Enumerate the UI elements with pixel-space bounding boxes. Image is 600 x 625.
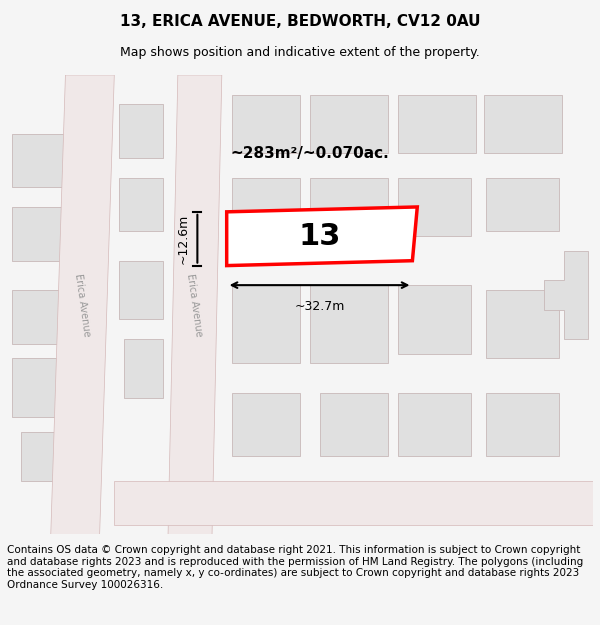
FancyBboxPatch shape xyxy=(398,392,471,456)
Polygon shape xyxy=(544,251,589,339)
FancyBboxPatch shape xyxy=(398,177,471,236)
FancyBboxPatch shape xyxy=(11,359,65,417)
FancyBboxPatch shape xyxy=(232,392,300,456)
Polygon shape xyxy=(114,481,593,524)
Text: Erica Avenue: Erica Avenue xyxy=(73,272,91,337)
FancyBboxPatch shape xyxy=(484,94,562,153)
FancyBboxPatch shape xyxy=(486,290,559,359)
FancyBboxPatch shape xyxy=(11,290,65,344)
FancyBboxPatch shape xyxy=(232,285,300,363)
FancyBboxPatch shape xyxy=(119,177,163,231)
Text: Map shows position and indicative extent of the property.: Map shows position and indicative extent… xyxy=(120,46,480,59)
FancyBboxPatch shape xyxy=(232,94,300,153)
Polygon shape xyxy=(168,75,222,534)
FancyBboxPatch shape xyxy=(310,94,388,153)
Text: Contains OS data © Crown copyright and database right 2021. This information is : Contains OS data © Crown copyright and d… xyxy=(7,545,583,590)
FancyBboxPatch shape xyxy=(22,432,70,481)
FancyBboxPatch shape xyxy=(320,392,388,456)
FancyBboxPatch shape xyxy=(119,261,163,319)
FancyBboxPatch shape xyxy=(232,177,300,246)
Polygon shape xyxy=(51,75,114,534)
FancyBboxPatch shape xyxy=(11,134,75,188)
FancyBboxPatch shape xyxy=(486,392,559,456)
Text: 13, ERICA AVENUE, BEDWORTH, CV12 0AU: 13, ERICA AVENUE, BEDWORTH, CV12 0AU xyxy=(120,14,480,29)
FancyBboxPatch shape xyxy=(310,177,388,236)
Text: ~283m²/~0.070ac.: ~283m²/~0.070ac. xyxy=(230,146,389,161)
Text: ~32.7m: ~32.7m xyxy=(295,300,345,312)
Text: ~12.6m: ~12.6m xyxy=(176,214,190,264)
Polygon shape xyxy=(227,207,417,266)
FancyBboxPatch shape xyxy=(310,285,388,363)
FancyBboxPatch shape xyxy=(119,104,163,158)
FancyBboxPatch shape xyxy=(124,339,163,398)
Text: Erica Avenue: Erica Avenue xyxy=(185,272,204,337)
Text: 13: 13 xyxy=(298,222,341,251)
FancyBboxPatch shape xyxy=(398,285,471,354)
FancyBboxPatch shape xyxy=(11,207,75,261)
FancyBboxPatch shape xyxy=(398,94,476,153)
FancyBboxPatch shape xyxy=(486,177,559,231)
